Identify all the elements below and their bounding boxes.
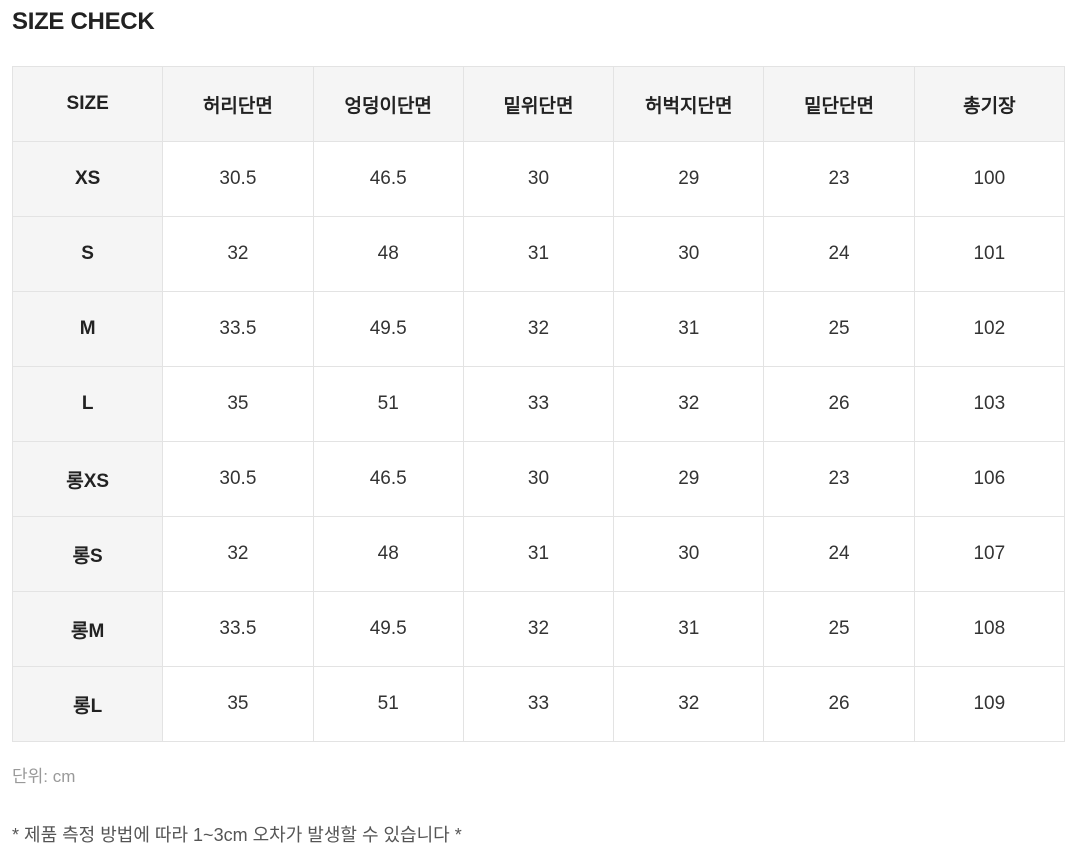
measurement-note: * 제품 측정 방법에 따라 1~3cm 오차가 발생할 수 있습니다 * bbox=[12, 825, 462, 845]
table-cell: 31 bbox=[613, 291, 765, 367]
column-header-hem: 밑단단면 bbox=[763, 66, 915, 142]
column-header-size: SIZE bbox=[11, 66, 164, 142]
table-cell: 26 bbox=[763, 666, 915, 742]
table-cell: 107 bbox=[913, 516, 1066, 592]
table-row: XS 30.5 46.5 30 29 23 100 bbox=[11, 141, 1066, 217]
table-cell: 25 bbox=[763, 591, 915, 667]
column-header-length: 총기장 bbox=[913, 66, 1066, 142]
size-table: SIZE 허리단면 엉덩이단면 밑위단면 허벅지단면 밑단단면 총기장 XS 3… bbox=[11, 66, 1066, 742]
table-cell: 24 bbox=[763, 216, 915, 292]
table-cell: 48 bbox=[312, 216, 464, 292]
table-row: 롱XS 30.5 46.5 30 29 23 106 bbox=[11, 441, 1066, 517]
table-cell: 100 bbox=[913, 141, 1066, 217]
table-cell: 109 bbox=[913, 666, 1066, 742]
table-cell: 30.5 bbox=[162, 441, 314, 517]
page-title: SIZE CHECK bbox=[12, 8, 155, 35]
table-cell: 30 bbox=[462, 441, 615, 517]
table-cell: 32 bbox=[462, 291, 615, 367]
table-cell: 31 bbox=[462, 516, 615, 592]
header-row: SIZE 허리단면 엉덩이단면 밑위단면 허벅지단면 밑단단면 총기장 bbox=[11, 66, 1066, 142]
table-cell: 49.5 bbox=[312, 291, 464, 367]
column-header-thigh: 허벅지단면 bbox=[613, 66, 765, 142]
table-cell: 31 bbox=[613, 591, 765, 667]
table-cell: 32 bbox=[162, 216, 314, 292]
column-header-hip: 엉덩이단면 bbox=[312, 66, 464, 142]
table-cell: 108 bbox=[913, 591, 1066, 667]
table-cell: 35 bbox=[162, 366, 314, 442]
table-row: 롱L 35 51 33 32 26 109 bbox=[11, 666, 1066, 742]
table-cell: 23 bbox=[763, 441, 915, 517]
table-cell: 33.5 bbox=[162, 291, 314, 367]
table-cell: 106 bbox=[913, 441, 1066, 517]
table-cell: 32 bbox=[162, 516, 314, 592]
table-cell: 35 bbox=[162, 666, 314, 742]
table-row: 롱M 33.5 49.5 32 31 25 108 bbox=[11, 591, 1066, 667]
row-size-label: 롱M bbox=[11, 591, 164, 667]
table-row: 롱S 32 48 31 30 24 107 bbox=[11, 516, 1066, 592]
table-cell: 29 bbox=[613, 441, 765, 517]
table-cell: 33 bbox=[462, 366, 615, 442]
table-cell: 30.5 bbox=[162, 141, 314, 217]
table-cell: 32 bbox=[613, 666, 765, 742]
table-row: S 32 48 31 30 24 101 bbox=[11, 216, 1066, 292]
table-cell: 46.5 bbox=[312, 141, 464, 217]
column-header-rise: 밑위단면 bbox=[462, 66, 615, 142]
table-cell: 51 bbox=[312, 366, 464, 442]
table-cell: 30 bbox=[462, 141, 615, 217]
table-cell: 49.5 bbox=[312, 591, 464, 667]
table-cell: 103 bbox=[913, 366, 1066, 442]
table-cell: 101 bbox=[913, 216, 1066, 292]
table-cell: 48 bbox=[312, 516, 464, 592]
row-size-label: 롱S bbox=[11, 516, 164, 592]
row-size-label: 롱L bbox=[11, 666, 164, 742]
row-size-label: M bbox=[11, 291, 164, 367]
table-row: M 33.5 49.5 32 31 25 102 bbox=[11, 291, 1066, 367]
table-body: XS 30.5 46.5 30 29 23 100 S 32 48 31 30 … bbox=[11, 141, 1066, 742]
table-cell: 46.5 bbox=[312, 441, 464, 517]
table-cell: 102 bbox=[913, 291, 1066, 367]
table-cell: 32 bbox=[613, 366, 765, 442]
table-cell: 32 bbox=[462, 591, 615, 667]
row-size-label: L bbox=[11, 366, 164, 442]
table-cell: 24 bbox=[763, 516, 915, 592]
row-size-label: XS bbox=[11, 141, 164, 217]
table-cell: 23 bbox=[763, 141, 915, 217]
table-row: L 35 51 33 32 26 103 bbox=[11, 366, 1066, 442]
table-cell: 30 bbox=[613, 516, 765, 592]
table-cell: 30 bbox=[613, 216, 765, 292]
column-header-waist: 허리단면 bbox=[162, 66, 314, 142]
row-size-label: 롱XS bbox=[11, 441, 164, 517]
table-header: SIZE 허리단면 엉덩이단면 밑위단면 허벅지단면 밑단단면 총기장 bbox=[11, 66, 1066, 142]
unit-label: 단위: cm bbox=[12, 767, 76, 786]
table-cell: 25 bbox=[763, 291, 915, 367]
table-cell: 29 bbox=[613, 141, 765, 217]
table-cell: 33 bbox=[462, 666, 615, 742]
table-cell: 33.5 bbox=[162, 591, 314, 667]
table-cell: 51 bbox=[312, 666, 464, 742]
row-size-label: S bbox=[11, 216, 164, 292]
table-cell: 31 bbox=[462, 216, 615, 292]
table-cell: 26 bbox=[763, 366, 915, 442]
